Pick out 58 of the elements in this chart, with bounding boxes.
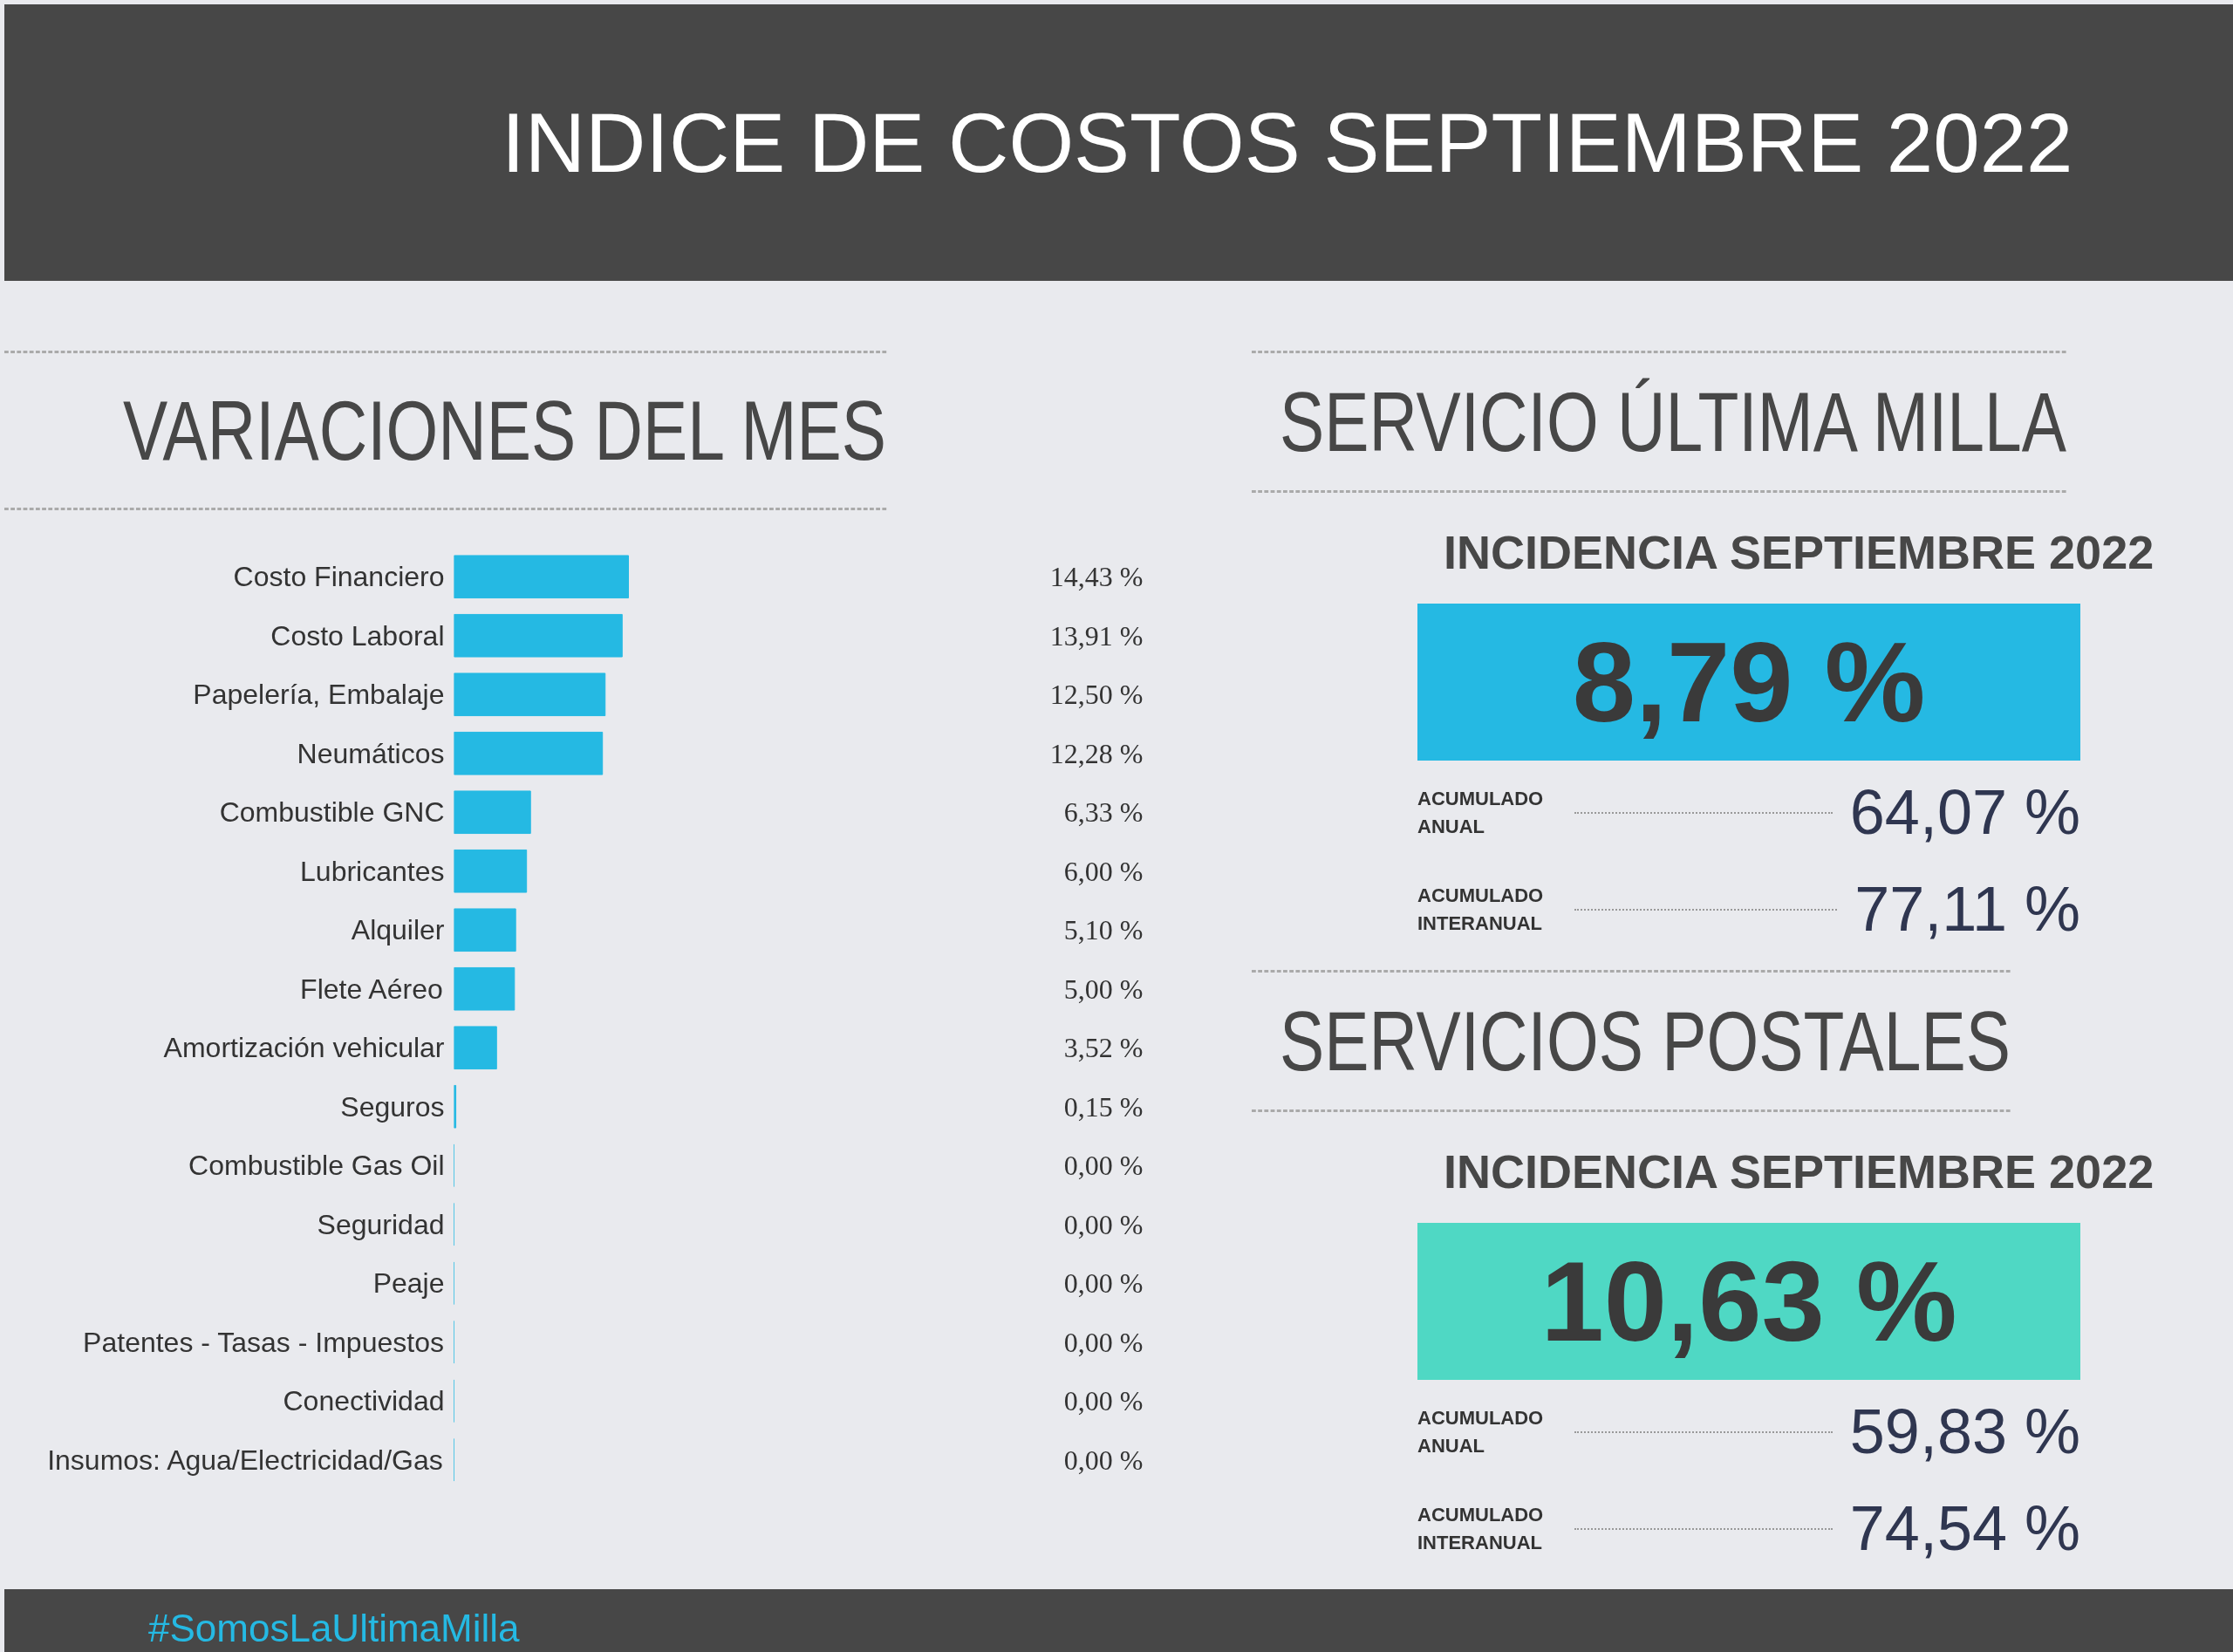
category-label: ACUMULADO ANUAL — [1417, 1406, 1545, 1458]
data-label: 14,43 % — [1049, 561, 1144, 593]
bar — [454, 613, 623, 658]
data-label: 5,10 % — [1063, 914, 1144, 946]
y-tick-label: Peaje — [372, 1267, 445, 1300]
text: INCIDENCIA SEPTIEMBRE 2022 — [1444, 1144, 2155, 1200]
data-label: 6,33 % — [1063, 796, 1144, 829]
y-tick-label: Seguridad — [317, 1208, 445, 1240]
text: SERVICIOS POSTALES — [1252, 970, 2011, 1113]
y-tick-label: Insumos: Agua/Electricidad/Gas — [47, 1444, 443, 1476]
data-label: 0,00 % — [1063, 1326, 1144, 1358]
bar — [454, 1026, 497, 1070]
bar — [454, 908, 516, 952]
header-band: INDICE DE COSTOS SEPTIEMBRE 2022 — [4, 4, 2233, 281]
data-label: 5,00 % — [1063, 973, 1144, 1005]
data-label: 0,15 % — [1063, 1090, 1144, 1123]
text: 64,07 % — [1849, 777, 2080, 848]
y-tick-label: Flete Aéreo — [300, 973, 443, 1005]
y-tick-label: Lubricantes — [300, 855, 445, 887]
category-label: ACUMULADO ANUAL — [1417, 787, 1545, 839]
footer-band: #SomosLaUltimaMilla — [4, 1589, 2233, 1652]
data-label: 0,00 % — [1063, 1385, 1144, 1417]
bar — [454, 731, 604, 775]
category-label: ACUMULADO INTERANUAL — [1417, 1503, 1545, 1555]
text: 77,11 % — [1854, 874, 2080, 945]
y-tick-label: Seguros — [340, 1090, 445, 1123]
bar — [454, 849, 528, 893]
text: 74,54 % — [1849, 1493, 2080, 1564]
bar — [454, 672, 606, 717]
text: 8,79 % — [1572, 618, 1926, 747]
y-tick-label: Combustible Gas Oil — [188, 1150, 445, 1182]
text: SERVICIO ÚLTIMA MILLA — [1252, 351, 2066, 494]
text: 10,63 % — [1540, 1238, 1957, 1366]
y-tick-label: Alquiler — [351, 914, 445, 946]
data-label: 12,28 % — [1049, 737, 1144, 769]
y-tick-label: Patentes - Tasas - Impuestos — [83, 1326, 444, 1358]
data-label: 12,50 % — [1049, 679, 1144, 711]
text: INCIDENCIA SEPTIEMBRE 2022 — [1444, 525, 2155, 581]
bar — [454, 555, 629, 599]
y-tick-label: Neumáticos — [297, 737, 445, 769]
data-label: 13,91 % — [1049, 619, 1144, 652]
chart-subtitle: VARIACIONES DEL MES — [4, 351, 886, 511]
y-tick-label: Combustible GNC — [219, 796, 445, 829]
bar — [454, 790, 531, 835]
y-tick-label: Costo Laboral — [270, 619, 445, 652]
y-tick-label: Costo Financiero — [233, 561, 445, 593]
data-label: 0,00 % — [1063, 1208, 1144, 1240]
category-label: ACUMULADO INTERANUAL — [1417, 884, 1545, 936]
data-label: 3,52 % — [1063, 1032, 1144, 1064]
data-label: 0,00 % — [1063, 1150, 1144, 1182]
bar — [454, 966, 516, 1011]
data-label: 0,00 % — [1063, 1267, 1144, 1300]
y-tick-label: Amortización vehicular — [163, 1032, 445, 1064]
data-label: 0,00 % — [1063, 1444, 1144, 1476]
y-tick-label: Conectividad — [283, 1385, 445, 1417]
text: 59,83 % — [1849, 1396, 2080, 1467]
y-tick-label: Papelería, Embalaje — [193, 679, 445, 711]
data-label: 6,00 % — [1063, 855, 1144, 887]
